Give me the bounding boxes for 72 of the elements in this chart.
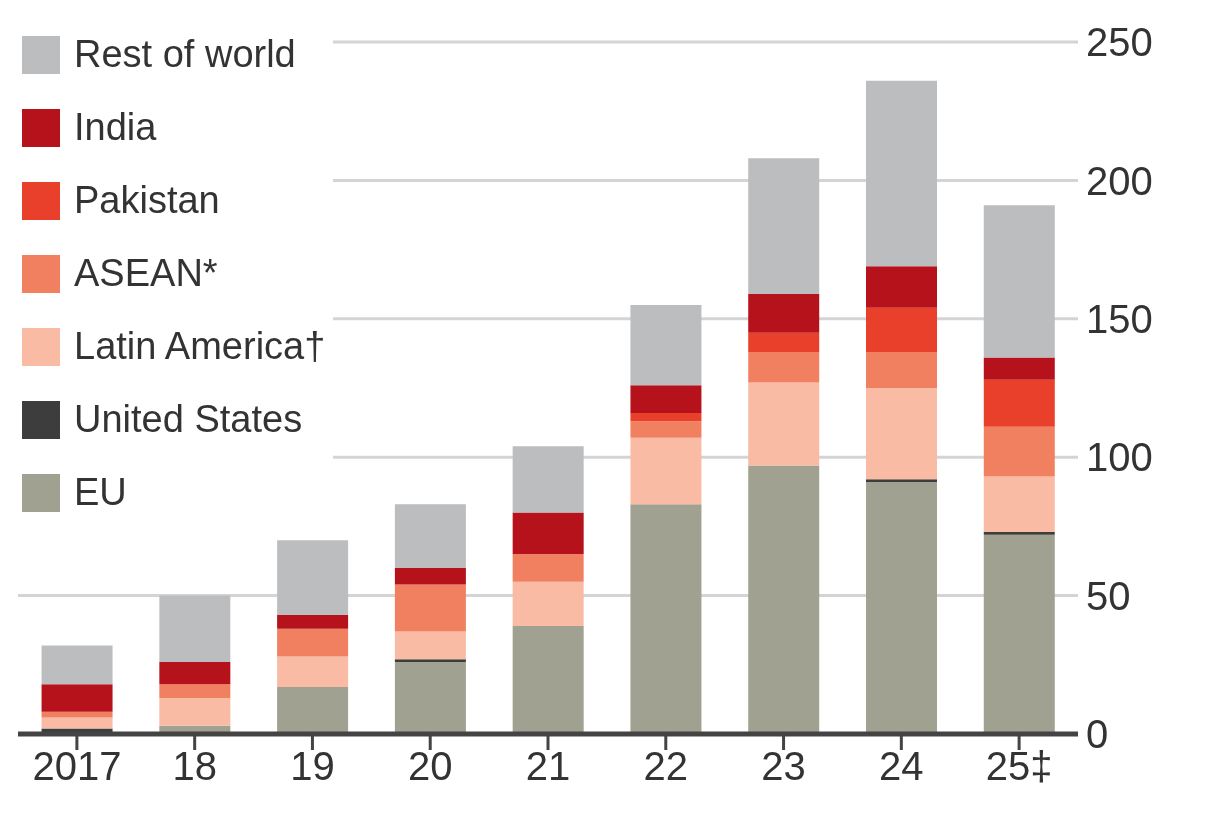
bar (983, 534, 1055, 734)
bar (748, 332, 820, 353)
bar (512, 512, 584, 555)
y-tick-label: 50 (1086, 573, 1131, 618)
bar (983, 379, 1055, 427)
bar (866, 352, 937, 388)
bar (277, 628, 349, 657)
bar (630, 412, 702, 422)
bar (983, 476, 1055, 532)
bar (866, 80, 937, 267)
bar (512, 581, 584, 627)
x-tick-label: 23 (761, 744, 806, 789)
bar (866, 479, 937, 483)
bar (394, 567, 466, 585)
x-tick-label: 22 (643, 744, 689, 789)
bar (394, 659, 466, 663)
y-tick-label: 200 (1086, 158, 1153, 203)
bar (748, 352, 820, 383)
legend-label: Pakistan (74, 179, 220, 222)
legend-label: Rest of world (74, 33, 296, 76)
bar (983, 205, 1055, 358)
bar (983, 426, 1055, 477)
legend-label: EU (74, 471, 127, 514)
bar (512, 554, 584, 582)
bar (159, 662, 231, 685)
bar (41, 711, 113, 718)
bar (394, 631, 466, 660)
bar (41, 717, 113, 729)
bar (630, 421, 702, 438)
bar (748, 158, 820, 294)
bar (41, 645, 113, 685)
bar (394, 662, 466, 734)
legend-label: United States (74, 398, 303, 441)
bar (630, 385, 702, 413)
x-tick-label: 20 (407, 744, 453, 789)
bar (748, 465, 820, 734)
bar (630, 304, 702, 386)
bar (277, 686, 349, 734)
legend-label: ASEAN* (74, 252, 218, 295)
bar (866, 307, 937, 353)
x-tick-label: 18 (172, 744, 217, 789)
bar (277, 614, 349, 629)
bar (41, 684, 113, 712)
x-tick-label: 19 (290, 744, 335, 789)
bar (277, 540, 349, 615)
bar (748, 293, 820, 333)
bar (983, 531, 1055, 535)
bar (630, 437, 702, 505)
bar (512, 626, 584, 734)
y-tick-label: 250 (1086, 20, 1153, 65)
x-tick-label: 21 (525, 744, 571, 789)
bar (394, 504, 466, 568)
bar (866, 266, 937, 308)
y-tick-label: 0 (1086, 712, 1109, 757)
bar (866, 482, 937, 734)
bar (159, 684, 231, 699)
x-tick-label: 25‡ (985, 744, 1053, 789)
bar (512, 446, 584, 513)
y-tick-label: 150 (1086, 297, 1153, 341)
bar (277, 656, 349, 687)
y-tick-label: 100 (1086, 435, 1153, 480)
legend-label: India (74, 106, 157, 149)
legend-label: Latin America† (74, 325, 326, 368)
bar (394, 584, 466, 632)
bar (748, 382, 820, 466)
bar (159, 595, 231, 663)
x-tick-label: 2017 (32, 744, 122, 789)
bar (866, 388, 937, 480)
bar (159, 698, 231, 726)
bar (983, 357, 1055, 380)
bar (630, 504, 702, 734)
x-tick-label: 24 (879, 744, 924, 789)
